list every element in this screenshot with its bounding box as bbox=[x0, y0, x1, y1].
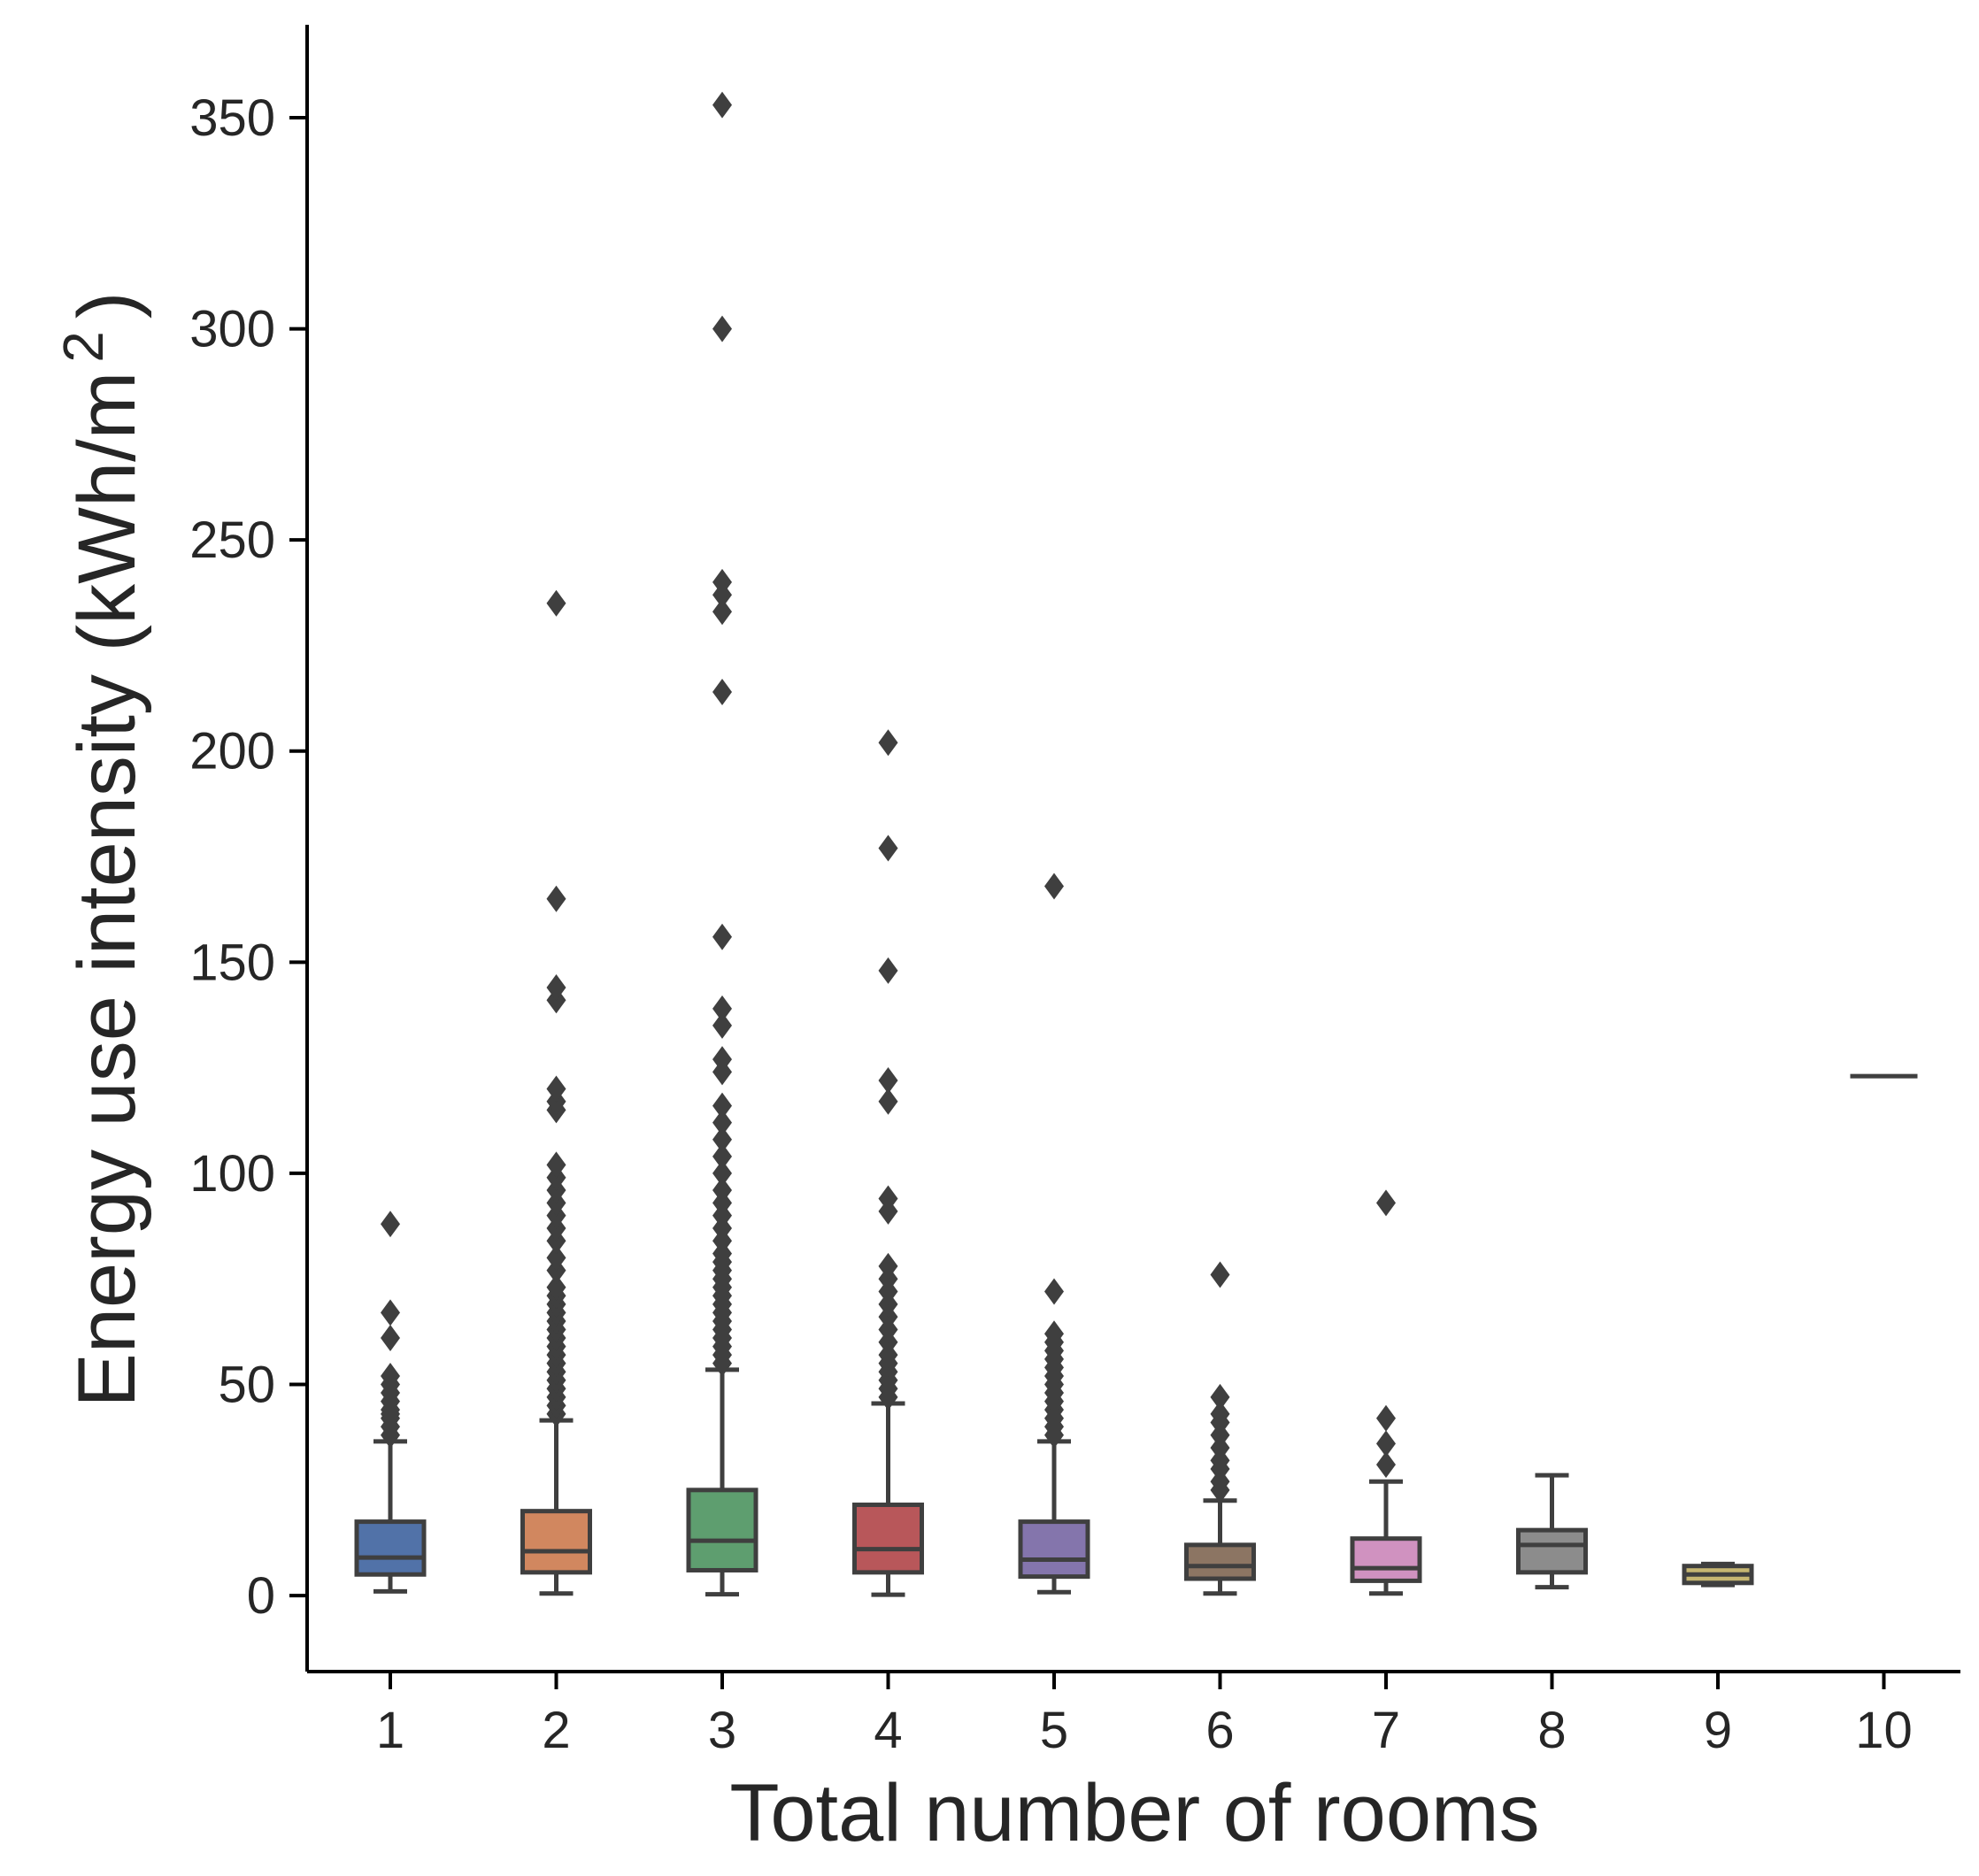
outlier-point bbox=[878, 729, 898, 757]
box-group-7 bbox=[1350, 1189, 1422, 1596]
outlier-point bbox=[381, 1211, 400, 1238]
outlier-point bbox=[381, 1325, 400, 1352]
box-group-9 bbox=[1682, 1561, 1754, 1588]
outlier-point bbox=[712, 568, 732, 596]
outlier-point bbox=[712, 91, 732, 119]
outlier-point bbox=[712, 1142, 732, 1170]
y-tick-label: 300 bbox=[189, 301, 275, 358]
outlier-point bbox=[546, 973, 566, 1001]
outlier-point bbox=[546, 1151, 566, 1179]
outlier-point bbox=[1044, 1320, 1064, 1348]
outlier-point bbox=[1210, 1400, 1230, 1427]
iqr-box bbox=[852, 1503, 924, 1575]
y-tick-label: 250 bbox=[189, 511, 275, 569]
outlier-point bbox=[546, 1244, 566, 1272]
outlier-point bbox=[712, 315, 732, 342]
x-tick-label: 9 bbox=[1704, 1702, 1732, 1759]
y-axis-title-main: Energy use intensity (kWh/m bbox=[62, 372, 152, 1408]
y-tick-label: 350 bbox=[189, 89, 275, 147]
outlier-point bbox=[546, 1273, 566, 1301]
iqr-box bbox=[520, 1509, 592, 1575]
iqr-box bbox=[354, 1519, 427, 1577]
iqr-box bbox=[686, 1488, 758, 1572]
box-group-4 bbox=[852, 729, 924, 1597]
y-axis-title-close: ) bbox=[62, 291, 152, 319]
x-axis-ticks: 1 2 3 4 5 6 7 8 9 10 bbox=[376, 1672, 1913, 1759]
outlier-point bbox=[712, 598, 732, 626]
iqr-box bbox=[1018, 1519, 1090, 1580]
outlier-point bbox=[546, 589, 566, 617]
outlier-point bbox=[381, 1362, 400, 1389]
box-group-3 bbox=[686, 91, 758, 1597]
outlier-point bbox=[1376, 1404, 1396, 1432]
iqr-box bbox=[1184, 1542, 1256, 1581]
outlier-point bbox=[878, 1252, 898, 1280]
x-tick-label: 3 bbox=[708, 1702, 736, 1759]
outlier-point bbox=[1210, 1261, 1230, 1288]
outlier-point bbox=[712, 995, 732, 1022]
outlier-point bbox=[546, 1075, 566, 1103]
outlier-point bbox=[712, 923, 732, 950]
iqr-box bbox=[1350, 1536, 1422, 1583]
y-axis-ticks: 0 50 100 150 200 250 300 350 bbox=[189, 89, 307, 1625]
x-tick-label: 6 bbox=[1205, 1702, 1234, 1759]
outlier-point bbox=[1044, 1278, 1064, 1305]
outlier-point bbox=[878, 1088, 898, 1115]
outlier-point bbox=[712, 1177, 732, 1204]
iqr-box bbox=[1516, 1527, 1588, 1575]
outlier-point bbox=[1376, 1451, 1396, 1479]
outlier-point bbox=[381, 1299, 400, 1326]
y-axis-title: Energy use intensity (kWh/m 2) bbox=[51, 291, 152, 1407]
outlier-point bbox=[712, 1011, 732, 1039]
outlier-point bbox=[712, 678, 732, 705]
outlier-point bbox=[878, 834, 898, 862]
box-group-1 bbox=[354, 1211, 427, 1594]
outlier-point bbox=[712, 1109, 732, 1136]
outlier-point bbox=[712, 1092, 732, 1119]
outlier-point bbox=[878, 1066, 898, 1094]
outlier-point bbox=[1376, 1189, 1396, 1217]
x-tick-label: 4 bbox=[874, 1702, 902, 1759]
x-tick-label: 2 bbox=[542, 1702, 570, 1759]
outlier-point bbox=[1210, 1383, 1230, 1411]
plot-marks bbox=[354, 91, 1918, 1597]
outlier-point bbox=[712, 1046, 732, 1073]
y-tick-label: 100 bbox=[189, 1145, 275, 1203]
outlier-point bbox=[546, 885, 566, 912]
y-axis-title-superscript: 2 bbox=[51, 331, 115, 363]
outlier-point bbox=[1044, 873, 1064, 900]
x-tick-label: 1 bbox=[376, 1702, 404, 1759]
box-group-5 bbox=[1018, 873, 1090, 1595]
y-tick-label: 50 bbox=[218, 1357, 275, 1414]
outlier-point bbox=[878, 1185, 898, 1212]
outlier-point bbox=[878, 957, 898, 984]
outlier-point bbox=[712, 1126, 732, 1153]
x-tick-label: 5 bbox=[1040, 1702, 1068, 1759]
y-tick-label: 200 bbox=[189, 723, 275, 780]
box-group-8 bbox=[1516, 1472, 1588, 1590]
y-tick-label: 150 bbox=[189, 934, 275, 991]
x-axis-title: Total number of rooms bbox=[729, 1768, 1539, 1858]
box-group-2 bbox=[520, 589, 592, 1596]
x-tick-label: 10 bbox=[1855, 1702, 1913, 1759]
x-tick-label: 7 bbox=[1372, 1702, 1400, 1759]
x-tick-label: 8 bbox=[1537, 1702, 1566, 1759]
box-group-6 bbox=[1184, 1261, 1256, 1596]
y-tick-label: 0 bbox=[247, 1567, 275, 1625]
outlier-point bbox=[1376, 1430, 1396, 1457]
outlier-point bbox=[712, 1159, 732, 1187]
